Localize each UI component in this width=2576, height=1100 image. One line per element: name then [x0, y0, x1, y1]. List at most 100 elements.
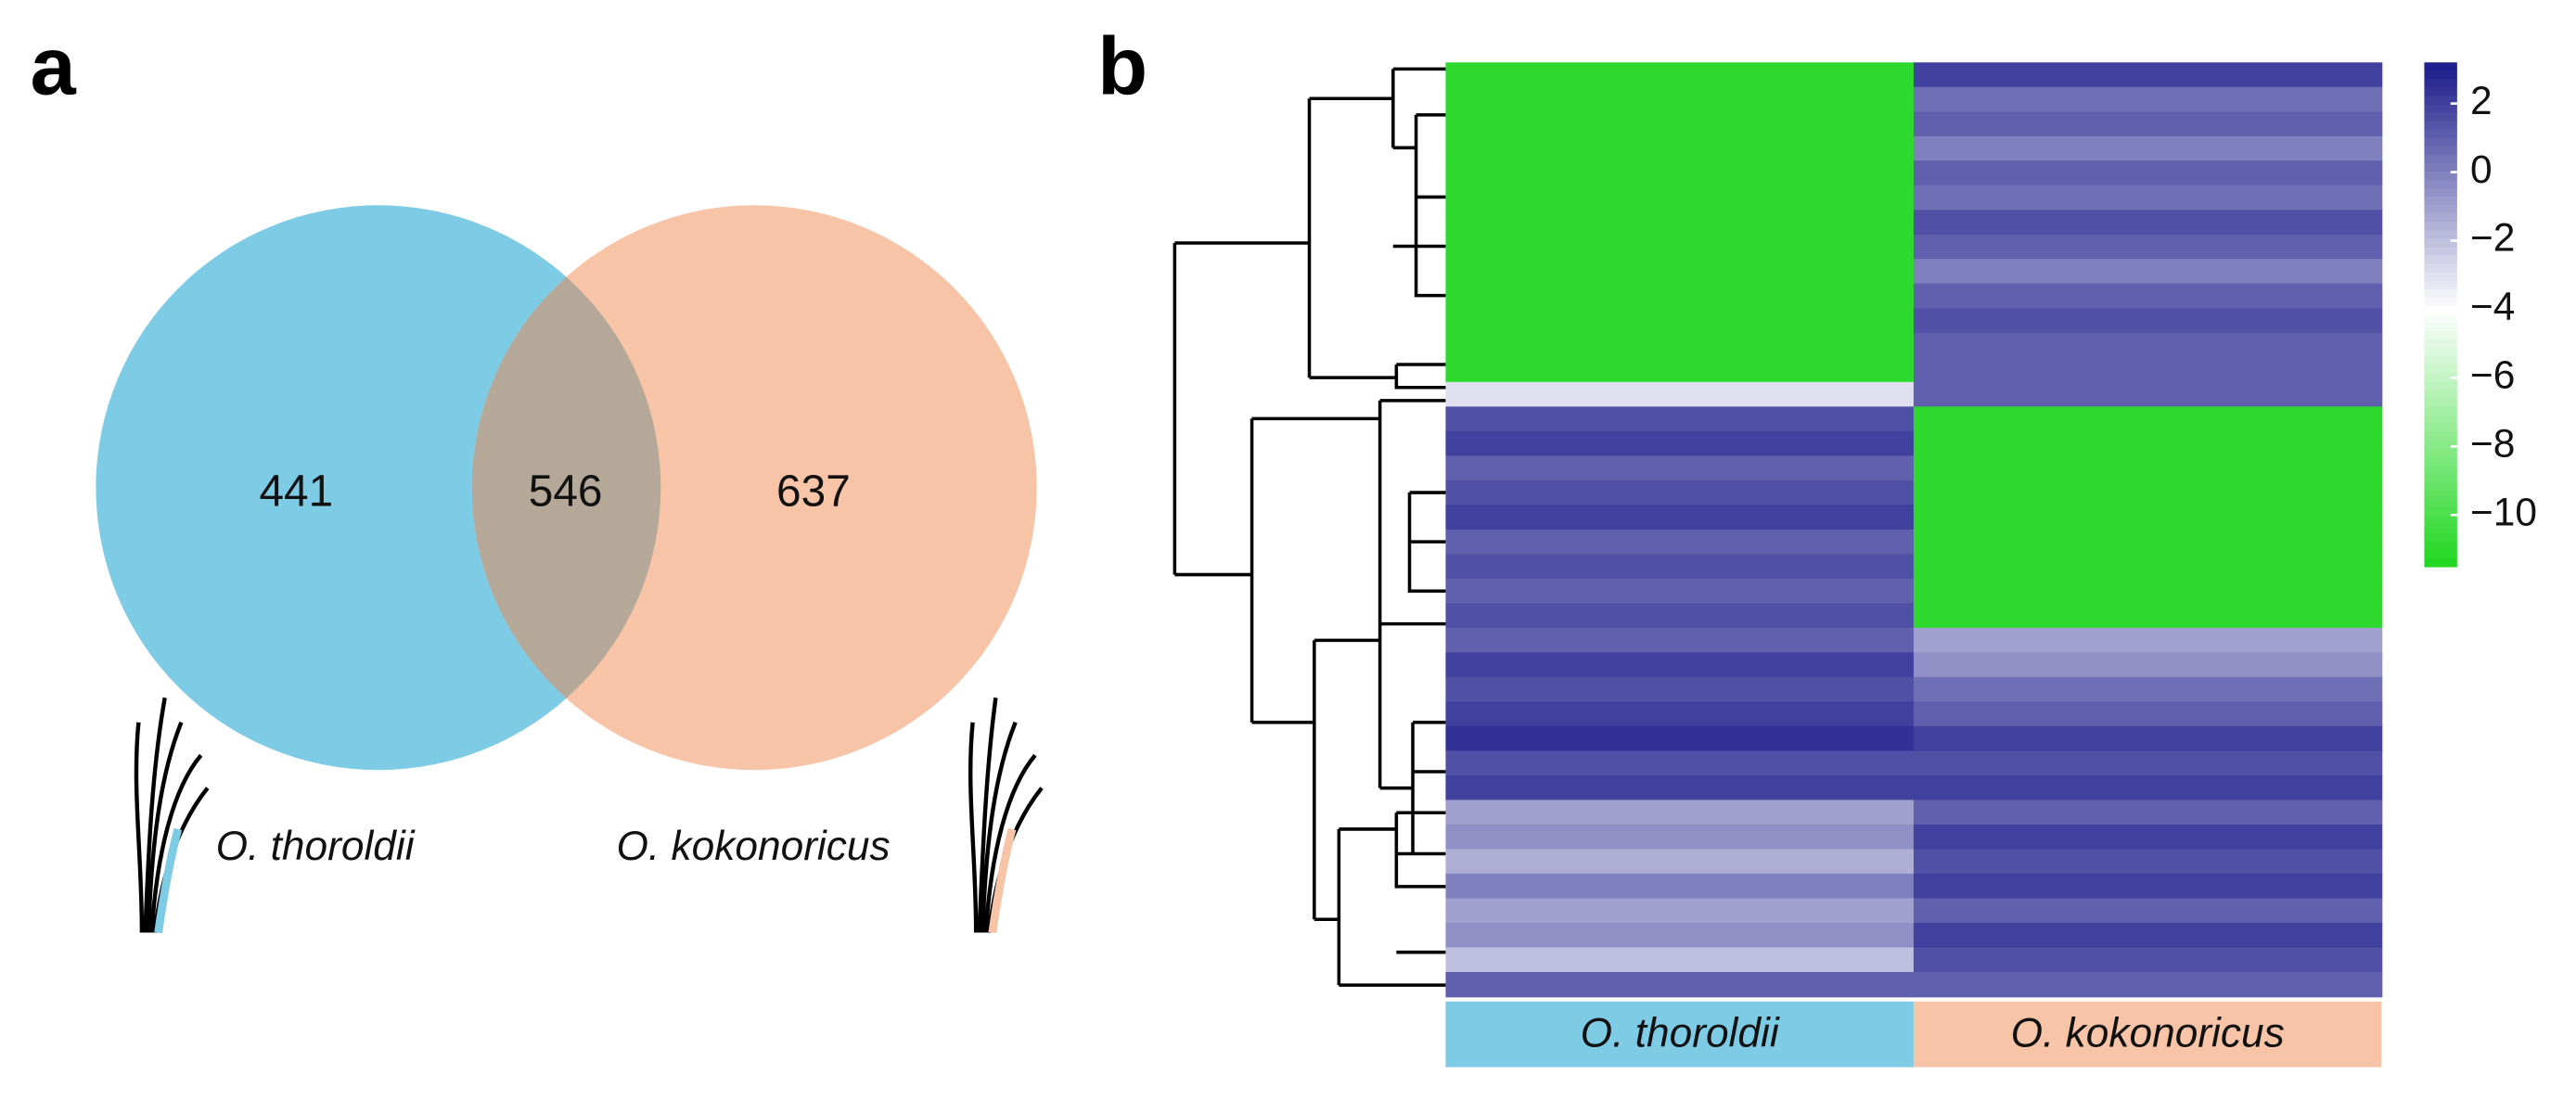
- colorbar-segment: [2424, 288, 2457, 299]
- heat-cell: [1445, 578, 1915, 605]
- colorbar-segment: [2424, 339, 2457, 350]
- colorbar-tick-label: 2: [2470, 80, 2493, 123]
- panel-label: a: [31, 19, 77, 111]
- colorbar-segment: [2424, 474, 2457, 484]
- colorbar-segment: [2424, 415, 2457, 425]
- colorbar-segment: [2424, 197, 2457, 207]
- heat-cell: [1913, 234, 2383, 261]
- colorbar-segment: [2424, 129, 2457, 139]
- heat-cell: [1445, 135, 1915, 162]
- heat-cell: [1913, 578, 2383, 605]
- heat-cell: [1913, 160, 2383, 186]
- colorbar-segment: [2424, 456, 2457, 467]
- colorbar-segment: [2424, 297, 2457, 307]
- heat-cell: [1445, 554, 1915, 580]
- heat-cell: [1913, 774, 2383, 801]
- colorbar-segment: [2424, 331, 2457, 341]
- heat-cell: [1445, 357, 1915, 383]
- heat-cell: [1445, 750, 1915, 776]
- heat-cell: [1445, 111, 1915, 137]
- heat-cell: [1445, 603, 1915, 629]
- colorbar-tick-label: −6: [2470, 354, 2515, 398]
- heat-cell: [1445, 381, 1915, 408]
- heat-cell: [1913, 824, 2383, 851]
- heat-cell: [1913, 676, 2383, 703]
- heat-cell: [1445, 971, 1915, 998]
- colorbar-segment: [2424, 365, 2457, 375]
- colorbar-segment: [2424, 70, 2457, 81]
- colorbar-segment: [2424, 398, 2457, 408]
- colorbar-segment: [2424, 247, 2457, 257]
- heat-cell: [1445, 210, 1915, 236]
- colorbar-segment: [2424, 557, 2457, 568]
- plant-icon: [134, 697, 1044, 934]
- colorbar-segment: [2424, 440, 2457, 450]
- heat-cell: [1445, 234, 1915, 261]
- colorbar-segment: [2424, 466, 2457, 475]
- heat-cell: [1913, 750, 2383, 776]
- heat-cell: [1445, 332, 1915, 359]
- colorbar-segment: [2424, 263, 2457, 274]
- heat-cell: [1913, 627, 2383, 654]
- heat-cell: [1445, 799, 1915, 825]
- heat-cell: [1913, 725, 2383, 752]
- colorbar-segment: [2424, 431, 2457, 441]
- heatmap-panel: b O. thoroldii O. kokonoricus 2 0 −2 −4 −6 −8 −10: [1097, 19, 2537, 1068]
- heat-cell: [1913, 308, 2383, 334]
- column-bar: [1445, 1001, 1914, 1068]
- colorbar-segment: [2424, 532, 2457, 543]
- colorbar-tick-label: −2: [2470, 217, 2515, 261]
- colorbar-segment: [2424, 373, 2457, 383]
- colorbar-tick-label: 0: [2470, 148, 2493, 192]
- heat-cell: [1913, 922, 2383, 949]
- colorbar-segment: [2424, 381, 2457, 391]
- colorbar-segment: [2424, 541, 2457, 551]
- colorbar-segment: [2424, 96, 2457, 106]
- colorbar-segment: [2424, 87, 2457, 97]
- column-bar: [1913, 1001, 2382, 1068]
- colorbar-segment: [2424, 172, 2457, 181]
- colorbar-segment: [2424, 238, 2457, 249]
- colorbar-segment: [2424, 491, 2457, 501]
- heat-cell: [1913, 283, 2383, 310]
- heat-cell: [1913, 652, 2383, 678]
- heat-cell: [1445, 406, 1915, 432]
- heat-cell: [1913, 455, 2383, 481]
- colorbar-segment: [2424, 406, 2457, 416]
- colorbar-segment: [2424, 356, 2457, 366]
- heat-cell: [1913, 185, 2383, 211]
- heat-cell: [1913, 554, 2383, 580]
- heat-cell: [1445, 185, 1915, 211]
- heat-cell: [1913, 357, 2383, 383]
- heat-cell: [1445, 652, 1915, 678]
- dendrogram: [1173, 67, 1446, 987]
- colorbar-segment: [2424, 230, 2457, 240]
- colorbar-segment: [2424, 79, 2457, 89]
- heat-cell: [1445, 701, 1915, 727]
- colorbar-segment: [2424, 482, 2457, 492]
- region-count: 546: [529, 467, 603, 516]
- colorbar-segment: [2424, 499, 2457, 509]
- heat-cell: [1913, 406, 2383, 432]
- colorbar-tick-label: −4: [2470, 286, 2515, 329]
- heat-cell: [1445, 283, 1915, 310]
- heat-cell: [1913, 603, 2383, 629]
- region-count: 637: [776, 467, 851, 516]
- heat-cell: [1913, 529, 2383, 556]
- panel-label: b: [1097, 19, 1147, 111]
- heat-cell: [1913, 505, 2383, 531]
- heat-cell: [1913, 62, 2383, 88]
- venn-panel: a 441 546 637 O. thoroldii O. kokonoricus: [31, 19, 1037, 869]
- region-count: 441: [259, 467, 333, 516]
- colorbar-segment: [2424, 323, 2457, 332]
- heat-cell: [1913, 135, 2383, 162]
- colorbar-segment: [2424, 255, 2457, 265]
- heat-cell: [1913, 898, 2383, 924]
- heat-cell: [1445, 308, 1915, 334]
- colorbar-segment: [2424, 313, 2457, 324]
- colorbar-segment: [2424, 62, 2457, 72]
- colorbar-tick-label: −10: [2470, 491, 2537, 534]
- colorbar-segment: [2424, 280, 2457, 290]
- colorbar-segment: [2424, 121, 2457, 131]
